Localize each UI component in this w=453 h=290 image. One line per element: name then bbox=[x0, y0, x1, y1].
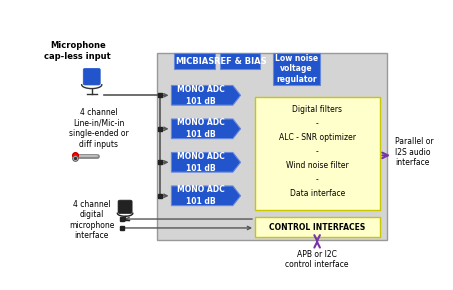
Polygon shape bbox=[171, 186, 241, 206]
FancyBboxPatch shape bbox=[273, 53, 320, 85]
Polygon shape bbox=[171, 153, 241, 172]
FancyBboxPatch shape bbox=[220, 53, 260, 69]
Text: Digital filters
-
ALC - SNR optimizer
-
Wind noise filter
-
Data interface: Digital filters - ALC - SNR optimizer - … bbox=[279, 105, 356, 198]
Text: MICBIAS: MICBIAS bbox=[175, 57, 214, 66]
Text: CONTROL INTERFACES: CONTROL INTERFACES bbox=[269, 222, 366, 231]
Polygon shape bbox=[171, 86, 241, 105]
FancyBboxPatch shape bbox=[83, 68, 100, 85]
Text: REF & BIAS: REF & BIAS bbox=[214, 57, 266, 66]
FancyBboxPatch shape bbox=[118, 200, 132, 213]
Text: Parallel or
I2S audio
interface: Parallel or I2S audio interface bbox=[395, 137, 434, 167]
Polygon shape bbox=[171, 119, 241, 139]
Text: MONO ADC
101 dB: MONO ADC 101 dB bbox=[177, 152, 224, 173]
Text: MONO ADC
101 dB: MONO ADC 101 dB bbox=[177, 85, 224, 106]
FancyBboxPatch shape bbox=[255, 97, 380, 210]
FancyBboxPatch shape bbox=[157, 53, 386, 240]
FancyBboxPatch shape bbox=[174, 53, 215, 69]
Text: 4 channel
Line-in/Mic-in
single-ended or
diff inputs: 4 channel Line-in/Mic-in single-ended or… bbox=[69, 108, 129, 149]
FancyBboxPatch shape bbox=[255, 217, 380, 237]
Text: Microphone
cap-less input: Microphone cap-less input bbox=[44, 41, 111, 61]
Text: APB or I2C
control interface: APB or I2C control interface bbox=[285, 250, 349, 269]
Text: Low noise
voltage
regulator: Low noise voltage regulator bbox=[275, 54, 318, 84]
Text: MONO ADC
101 dB: MONO ADC 101 dB bbox=[177, 185, 224, 206]
Text: 4 channel
digital
microphone
interface: 4 channel digital microphone interface bbox=[69, 200, 115, 240]
Text: MONO ADC
101 dB: MONO ADC 101 dB bbox=[177, 118, 224, 139]
